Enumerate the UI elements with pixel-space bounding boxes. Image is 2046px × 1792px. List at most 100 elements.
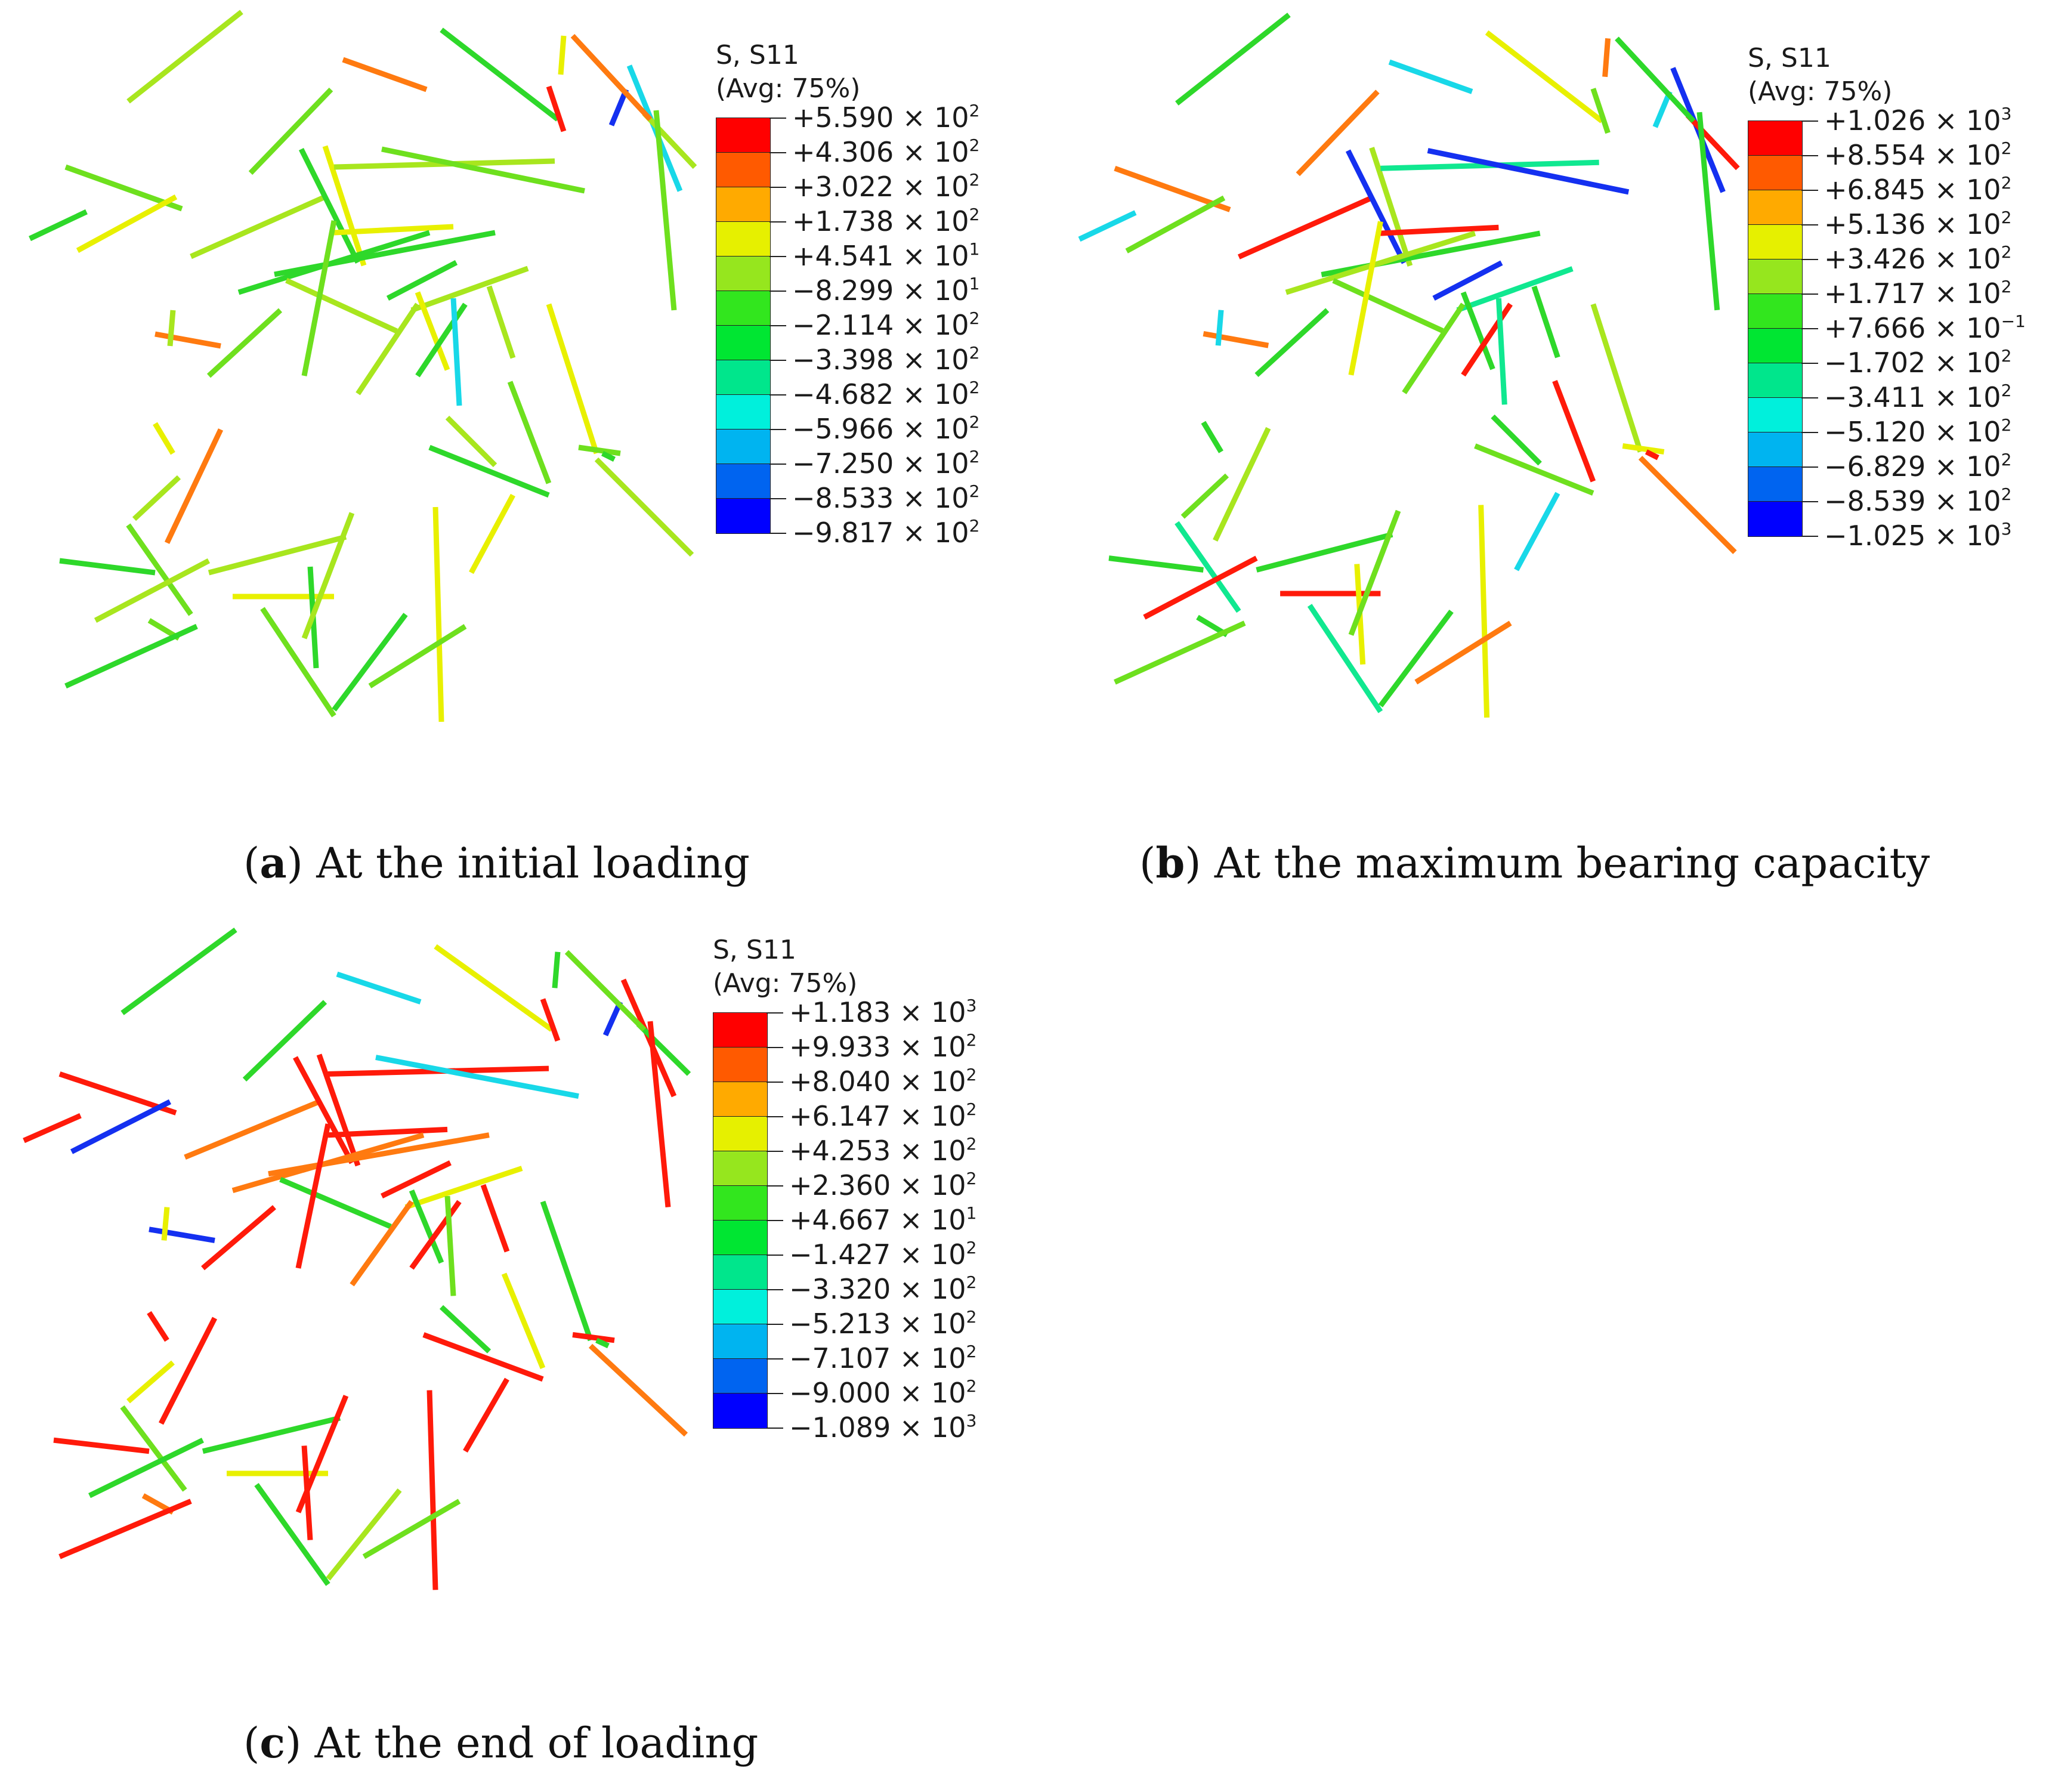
legend-tick	[767, 1220, 783, 1221]
fiber-segment	[147, 1311, 169, 1342]
legend-mantissa: +3.022	[792, 171, 894, 203]
legend-times: × 10	[1926, 312, 2001, 344]
caption-a: (a) At the initial loading	[243, 838, 750, 888]
fiber-segment	[316, 1053, 361, 1167]
fiber-segment	[295, 1395, 349, 1513]
fiber-segment	[1078, 210, 1137, 242]
fiber-segment	[463, 1377, 509, 1453]
fiber-segment	[432, 506, 444, 722]
legend-times: × 10	[891, 1204, 966, 1236]
fiber-segment	[647, 1021, 671, 1208]
legend-value: −7.107 × 102	[789, 1342, 977, 1374]
color-scale: +5.590 × 102 +4.306 × 102 +3.022 × 102 +1.7…	[716, 103, 1002, 551]
legend-exponent: 2	[969, 308, 980, 328]
legend-exponent: 3	[2001, 104, 2012, 123]
legend-exponent: 2	[969, 516, 980, 536]
color-swatch	[713, 1359, 767, 1394]
fiber-segment	[231, 1132, 425, 1194]
legend-exponent: 2	[969, 378, 980, 397]
fiber-segment	[53, 1437, 150, 1454]
fiber-segment	[601, 450, 616, 462]
legend-value: −9.817 × 102	[792, 518, 979, 548]
color-swatch	[1748, 363, 1802, 398]
legend-tick	[767, 1012, 783, 1014]
fiber-segment	[486, 285, 516, 359]
fiber-segment	[126, 1360, 175, 1404]
fiber-segment	[1175, 521, 1241, 613]
legend-tick	[769, 429, 786, 430]
legend-mantissa: −1.089	[789, 1411, 891, 1444]
legend-tick	[1801, 432, 1818, 433]
fiber-segment	[1474, 443, 1594, 496]
fiber-segment	[167, 310, 176, 347]
fiber-segment	[368, 624, 467, 688]
legend-value: +9.933 × 102	[789, 1032, 976, 1062]
legend-mantissa: −3.398	[792, 344, 894, 376]
fiber-segment	[23, 1113, 82, 1144]
legend-tick	[769, 256, 786, 257]
legend-times: × 10	[1926, 416, 2001, 448]
fiber-segment	[94, 558, 211, 623]
legend-tick	[1801, 397, 1818, 398]
fiber-segment	[422, 1332, 544, 1382]
legend-exponent: 2	[969, 170, 980, 190]
fiber-segment	[588, 1343, 688, 1437]
fiber-segment	[445, 415, 497, 468]
fiber-segment	[254, 1482, 330, 1586]
legend-tick	[769, 187, 786, 188]
color-swatch	[716, 118, 770, 153]
legend-value: −4.682 × 102	[792, 378, 980, 410]
color-bar	[713, 1012, 768, 1429]
fiber-segment	[386, 260, 458, 301]
color-scale: +1.026 × 103 +8.554 × 102 +6.845 × 102 +5.1…	[1748, 106, 2034, 554]
legend-exponent: 2	[966, 1342, 977, 1361]
legend-exponent: 1	[969, 239, 980, 259]
legend-times: × 10	[891, 996, 966, 1028]
legend-tick	[1801, 466, 1818, 468]
legend-value: −1.702 × 102	[1824, 348, 2011, 378]
legend-value: −5.213 × 102	[789, 1309, 976, 1339]
color-swatch	[1748, 156, 1802, 190]
color-swatch	[713, 1048, 767, 1082]
legend-exponent: 2	[969, 343, 980, 363]
caption-text: At the initial loading	[302, 839, 750, 888]
legend-value: +1.717 × 102	[1824, 279, 2011, 309]
legend-times: × 10	[894, 517, 969, 549]
legend-tick	[1801, 259, 1818, 260]
fiber-segment	[540, 998, 561, 1042]
legend-tick	[767, 1116, 783, 1117]
legend-tick	[1801, 501, 1818, 502]
color-swatch	[1748, 467, 1802, 502]
legend-exponent: 2	[2001, 242, 2012, 262]
legend-b: S, S11 (Avg: 75%) +1.026 × 103 +8.554 × 1…	[1748, 42, 2034, 554]
legend-times: × 10	[891, 1031, 966, 1063]
fiber-segment	[132, 475, 181, 521]
legend-exponent: 2	[969, 481, 980, 501]
fiber-segment	[570, 33, 653, 122]
legend-times: × 10	[1926, 520, 2001, 552]
legend-exponent: 2	[2001, 415, 2012, 435]
fiber-segment	[301, 220, 337, 376]
legend-times: × 10	[1926, 174, 2001, 206]
legend-value: +5.590 × 102	[792, 103, 979, 133]
color-swatch	[716, 187, 770, 222]
legend-times: × 10	[891, 1308, 966, 1340]
color-swatch	[713, 1082, 767, 1117]
fiber-segment	[1590, 303, 1643, 453]
legend-value: −1.089 × 103	[789, 1411, 976, 1444]
color-swatch	[1748, 190, 1802, 225]
legend-mantissa: +4.306	[792, 136, 894, 168]
legend-mantissa: +1.738	[792, 205, 894, 237]
fiber-segment	[1369, 147, 1413, 267]
caption-b: (b) At the maximum bearing capacity	[1139, 838, 1930, 888]
color-swatch	[716, 257, 770, 291]
legend-exponent: 2	[966, 1169, 977, 1188]
fiber-segment	[1602, 38, 1611, 78]
legend-mantissa: +4.253	[789, 1135, 891, 1167]
legend-value: +4.253 × 102	[789, 1136, 976, 1166]
color-scale: +1.183 × 103 +9.933 × 102 +8.040 × 102 +6.1…	[713, 997, 999, 1445]
fiber-segment	[153, 422, 175, 455]
fiber-segment	[602, 1000, 623, 1037]
legend-tick	[769, 464, 786, 465]
legend-value: +4.667 × 101	[789, 1205, 976, 1235]
